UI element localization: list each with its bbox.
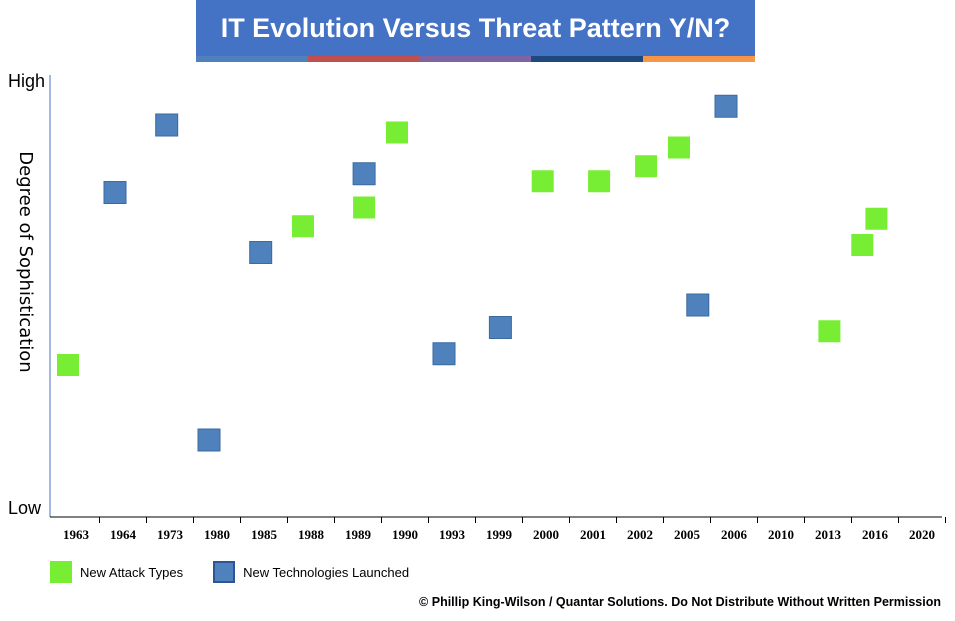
attack-point-1989 xyxy=(353,196,376,219)
tech-point-1993 xyxy=(432,342,456,366)
attack-point-1963 xyxy=(57,354,79,376)
tech-point-1989 xyxy=(352,162,376,186)
title-color-strip xyxy=(196,56,755,62)
tech-point-2006 xyxy=(714,94,738,118)
title-strip-segment xyxy=(196,56,308,62)
x-tick-label-1964: 1964 xyxy=(110,527,137,542)
x-tick-label-1989: 1989 xyxy=(345,527,372,542)
legend-item-tech: New Technologies Launched xyxy=(213,561,409,583)
attack-point-1990 xyxy=(386,121,408,144)
legend-swatch-attack xyxy=(50,561,72,583)
x-tick-label-2002: 2002 xyxy=(627,527,653,542)
copyright-notice: © Phillip King-Wilson / Quantar Solution… xyxy=(419,595,941,609)
x-tick-label-1993: 1993 xyxy=(439,527,466,542)
tech-point-1985 xyxy=(249,241,273,264)
x-tick-label-1980: 1980 xyxy=(204,527,230,542)
tech-point-1973 xyxy=(155,113,179,137)
x-tick-label-2005: 2005 xyxy=(674,527,701,542)
x-tick-label-2013: 2013 xyxy=(815,527,842,542)
title-strip-segment xyxy=(531,56,644,62)
attack-point-2013 xyxy=(818,320,841,343)
title-strip-segment xyxy=(307,56,420,62)
legend-label-tech: New Technologies Launched xyxy=(243,564,410,580)
legend-label-attack: New Attack Types xyxy=(80,564,184,580)
y-tick-high: High xyxy=(8,71,45,91)
tech-point-1980 xyxy=(197,428,221,452)
x-axis-ticks: 1963 1964 1973 1980 1985 1988 1989 1990 1993 1999… xyxy=(63,517,946,542)
x-tick-label-2010: 2010 xyxy=(768,527,794,542)
data-points xyxy=(57,94,888,452)
x-tick-label-1988: 1988 xyxy=(298,527,325,542)
y-axis-label: Degree of Sophistication xyxy=(15,151,36,372)
x-tick-label-2020: 2020 xyxy=(909,527,935,542)
attack-point-2005 xyxy=(668,136,690,159)
attack-point-1988 xyxy=(292,215,314,238)
title-strip-segment xyxy=(419,56,532,62)
x-tick-label-2016: 2016 xyxy=(862,527,889,542)
x-tick-label-2001: 2001 xyxy=(580,527,606,542)
attack-point-2016 xyxy=(865,207,888,230)
tech-point-1964 xyxy=(103,181,127,204)
tech-point-1999 xyxy=(488,316,512,339)
attack-point-2016 xyxy=(851,234,874,256)
x-tick-label-1990: 1990 xyxy=(392,527,418,542)
tech-point-2006 xyxy=(686,293,710,317)
attack-point-2002 xyxy=(635,155,658,178)
x-tick-label-1985: 1985 xyxy=(251,527,278,542)
title-strip-segment xyxy=(643,56,755,62)
chart-title: IT Evolution Versus Threat Pattern Y/N? xyxy=(196,0,755,56)
legend-swatch-tech xyxy=(213,561,236,583)
legend: New Attack Types New Technologies Launch… xyxy=(50,561,439,583)
legend-item-attack: New Attack Types xyxy=(50,561,183,583)
y-tick-low: Low xyxy=(8,498,42,518)
attack-point-2001 xyxy=(588,170,611,193)
x-tick-label-1973: 1973 xyxy=(157,527,184,542)
attack-point-2000 xyxy=(531,170,554,193)
x-tick-label-1963: 1963 xyxy=(63,527,90,542)
x-tick-label-1999: 1999 xyxy=(486,527,513,542)
x-tick-label-2006: 2006 xyxy=(721,527,748,542)
x-tick-label-2000: 2000 xyxy=(533,527,559,542)
